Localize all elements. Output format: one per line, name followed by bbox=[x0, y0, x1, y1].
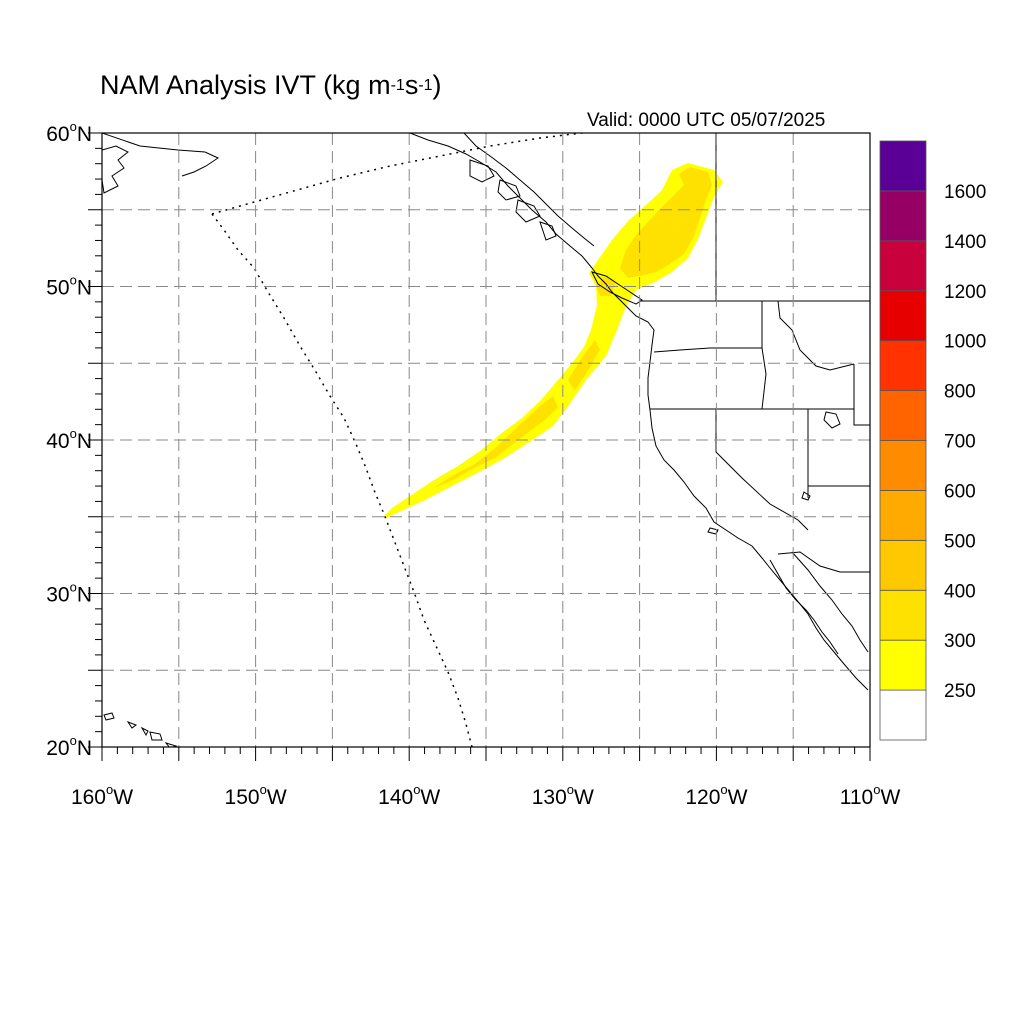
lat-tick-label: 30oN bbox=[46, 580, 92, 607]
colorbar-swatch bbox=[879, 140, 927, 192]
gulf-california-coastline bbox=[791, 551, 869, 653]
lat-tick-label: 50oN bbox=[46, 273, 92, 300]
lat-tick-degrees: 20 bbox=[46, 737, 69, 760]
ivt-300-400-band bbox=[620, 167, 712, 278]
idaho-border bbox=[761, 301, 767, 410]
longitude-labels: 160oW 150oW 140oW 130oW 120oW 110oW bbox=[71, 782, 901, 809]
colorbar-level-label: 1200 bbox=[944, 282, 986, 303]
lat-tick-degrees: 50 bbox=[46, 277, 69, 300]
colorbar-level-label: 800 bbox=[944, 382, 976, 403]
canada-us-coastline bbox=[591, 267, 869, 691]
hawaii-islands bbox=[103, 712, 178, 747]
lat-tick-degrees: 40 bbox=[46, 430, 69, 453]
lon-tick-label: 140oW bbox=[378, 782, 440, 809]
colorbar-level-label: 600 bbox=[944, 481, 976, 502]
wyoming-border bbox=[853, 364, 870, 426]
colorbar-level-label: 700 bbox=[944, 432, 976, 453]
panhandle-coastline bbox=[409, 133, 593, 269]
lon-tick-label: 160oW bbox=[71, 782, 133, 809]
lat-tick-degrees: 30 bbox=[46, 584, 69, 607]
colorbar-swatch bbox=[879, 290, 927, 342]
lakes bbox=[707, 411, 841, 535]
map-title: NAM Analysis IVT (kg m-1s-1) bbox=[100, 70, 442, 100]
washington-oregon-border bbox=[653, 347, 762, 353]
california-nevada-border bbox=[715, 409, 809, 531]
lat-tick-degrees: 60 bbox=[46, 123, 69, 146]
alaska-coastline bbox=[102, 145, 129, 194]
vancouver-island bbox=[591, 271, 643, 305]
colorbar-swatch bbox=[879, 190, 927, 242]
colorbar: 250 300 400 500 600 700 800 1000 1200 1400 1600 bbox=[879, 140, 986, 741]
colorbar-swatch bbox=[879, 589, 927, 641]
colorbar-level-label: 500 bbox=[944, 531, 976, 552]
colorbar-level-label: 1000 bbox=[944, 332, 986, 353]
nam-domain-boundary bbox=[211, 133, 588, 747]
colorbar-level-label: 400 bbox=[944, 581, 976, 602]
colorbar-swatch bbox=[879, 539, 927, 591]
lon-tick-label: 150oW bbox=[225, 782, 287, 809]
grid-lines bbox=[102, 133, 870, 747]
lon-tick-label: 130oW bbox=[532, 782, 594, 809]
colorbar-swatch bbox=[879, 240, 927, 292]
lat-tick-label: 40oN bbox=[46, 426, 92, 453]
baja-coastline bbox=[769, 559, 839, 655]
panhandle-islands bbox=[469, 159, 557, 241]
atmospheric-river-plume bbox=[383, 163, 723, 518]
lat-tick-label: 60oN bbox=[46, 119, 92, 146]
lat-tick-label: 20oN bbox=[46, 733, 92, 760]
valid-time-label: Valid: 0000 UTC 05/07/2025 bbox=[587, 110, 826, 131]
minor-ticks bbox=[88, 132, 871, 761]
colorbar-level-label: 1600 bbox=[944, 182, 986, 203]
ivt-300-400-band bbox=[568, 340, 600, 390]
idaho-montana-border bbox=[777, 300, 855, 371]
colorbar-swatch bbox=[879, 390, 927, 441]
colorbar-level-label: 250 bbox=[944, 681, 976, 702]
lon-tick-label: 120oW bbox=[685, 782, 747, 809]
colorbar-level-label: 1400 bbox=[944, 232, 986, 253]
us-mexico-border bbox=[777, 551, 870, 573]
colorbar-level-label: 300 bbox=[944, 631, 976, 652]
ivt-300-400-band bbox=[432, 396, 558, 489]
colorbar-swatch bbox=[879, 440, 927, 491]
alaska-canada-border bbox=[463, 133, 595, 247]
colorbar-swatch bbox=[879, 639, 927, 691]
coastlines bbox=[102, 133, 869, 747]
colorbar-swatch bbox=[879, 340, 927, 391]
colorbar-swatch bbox=[879, 689, 927, 741]
colorbar-swatch bbox=[879, 490, 927, 541]
latitude-labels: 60oN 50oN 40oN 30oN 20oN bbox=[46, 119, 92, 760]
alaska-coastline bbox=[102, 133, 220, 177]
lon-tick-label: 110oW bbox=[840, 782, 901, 809]
